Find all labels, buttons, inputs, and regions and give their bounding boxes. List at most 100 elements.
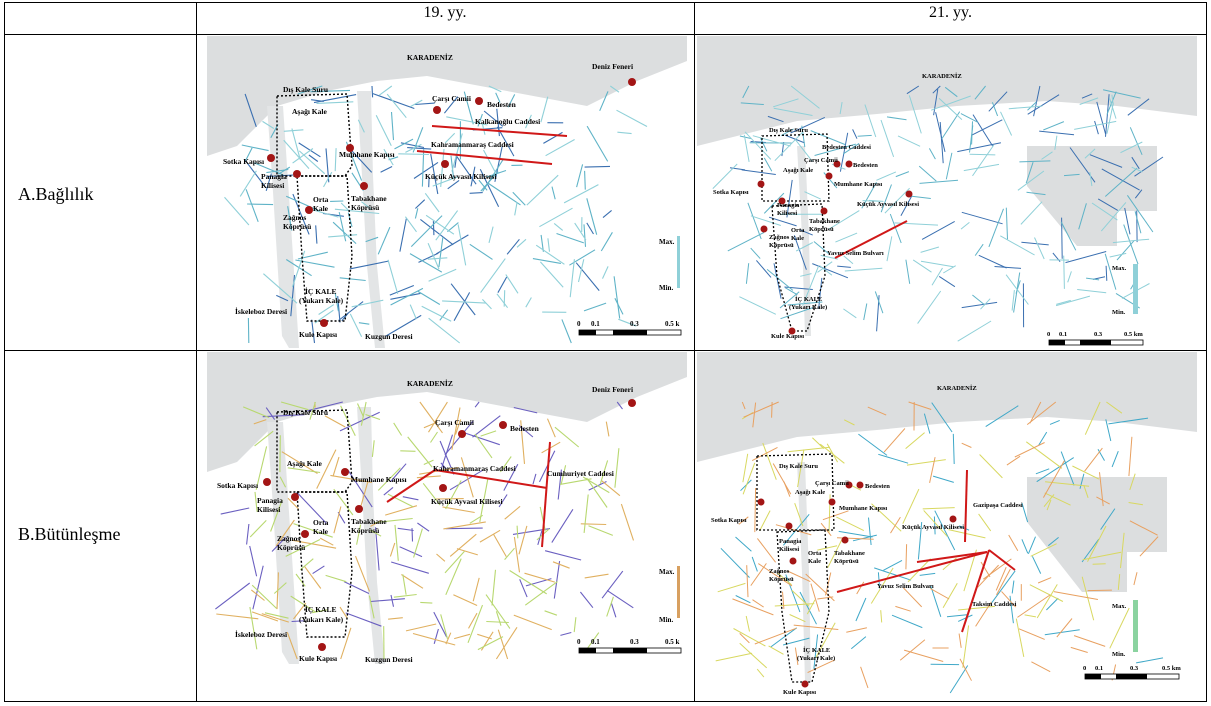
street-segment (620, 503, 635, 541)
outer-castle-wall (756, 453, 835, 531)
street-segment (715, 652, 753, 662)
street-segment (963, 163, 1000, 172)
street-segment (339, 606, 348, 619)
street-segment (789, 614, 806, 623)
street-segment (427, 257, 448, 260)
street-segment (897, 135, 921, 147)
street-segment (339, 277, 366, 282)
street-segment (247, 203, 274, 206)
street-segment (1101, 168, 1140, 191)
street-segment (543, 131, 563, 144)
street-segment (756, 260, 772, 278)
street-segment (390, 463, 407, 482)
street-segment (479, 478, 489, 523)
street-segment (1124, 207, 1131, 235)
street-segment (1120, 141, 1143, 154)
label-orta-kale-1: Orta (313, 195, 329, 204)
outer-castle-wall (761, 133, 830, 202)
street-segment (741, 169, 776, 175)
street-segment (1018, 628, 1045, 640)
street-segment (251, 584, 277, 609)
street-segment (524, 572, 556, 583)
street-segment (933, 516, 936, 535)
street-segment (293, 523, 333, 538)
street-segment (744, 131, 772, 160)
street-segment (1133, 572, 1138, 586)
street-segment (498, 494, 508, 508)
street-segment (474, 401, 480, 408)
street-segment (356, 524, 362, 545)
street-segment (979, 454, 1003, 479)
axis-yavuz-selim (836, 551, 988, 593)
street-segment (1096, 101, 1107, 135)
street-segment (389, 542, 396, 557)
street-segment (503, 464, 519, 491)
street-segment (560, 631, 572, 636)
street-segment (599, 460, 609, 485)
street-segment (801, 125, 806, 148)
street-segment (583, 302, 607, 312)
street-segment (333, 506, 342, 534)
street-segment (614, 448, 620, 488)
street-segment (963, 549, 977, 592)
svg-text:0.3: 0.3 (630, 320, 639, 328)
street-segment (1079, 473, 1085, 489)
street-segment (609, 85, 620, 93)
street-segment (717, 582, 746, 593)
street-segment (334, 208, 380, 215)
sea-area (207, 36, 687, 156)
period-column-divider (694, 2, 695, 702)
street-segment (583, 224, 587, 247)
street-segment (480, 258, 506, 293)
label-sotka: Sotka Kapısı (223, 157, 264, 166)
street-segment (880, 184, 892, 213)
street-segment (1070, 646, 1088, 653)
street-segment (813, 241, 829, 254)
poi-panagia (291, 493, 299, 501)
street-segment (617, 131, 632, 135)
street-segment (569, 249, 596, 266)
harbor (1027, 477, 1167, 592)
street-segment (777, 572, 792, 586)
street-segment (516, 238, 527, 248)
street-segment (1073, 635, 1106, 647)
street-segment (494, 146, 503, 182)
street-segment (535, 244, 565, 265)
street-segment (931, 267, 943, 286)
street-segment (308, 154, 319, 162)
street-segment (265, 407, 276, 420)
street-segment (361, 201, 372, 210)
street-segment (385, 505, 418, 516)
column-header-19th-century: 19. yy. (423, 4, 467, 21)
label-panagia-1: Panagia (257, 496, 283, 505)
svg-text:0.3: 0.3 (1130, 665, 1139, 672)
poi-sotka (267, 154, 275, 162)
street-segment (419, 401, 443, 434)
street-segment (445, 632, 452, 645)
street-segment (447, 222, 459, 233)
street-segment (356, 403, 364, 417)
street-segment (1020, 201, 1043, 225)
street-segment (1065, 251, 1107, 264)
street-segment (286, 632, 298, 660)
street-segment (602, 266, 609, 279)
street-segment (757, 538, 776, 563)
street-segment (541, 441, 561, 454)
label-asagi-kale: Aşağı Kale (292, 107, 327, 116)
poi-kucuk-ayvasil (439, 484, 447, 492)
street-segment (399, 546, 423, 558)
street-segment (972, 294, 986, 306)
street-segment (745, 263, 750, 284)
label-asagi-kale: Aşağı Kale (287, 459, 322, 468)
street-segment (766, 269, 794, 291)
street-segment (754, 487, 757, 533)
street-segment (371, 440, 375, 457)
street-segment (519, 579, 528, 598)
label-carsi-camii: Çarşı Camii (432, 94, 471, 103)
street-segment (1021, 503, 1029, 523)
row-label-integration: B.Bütünleşme (18, 524, 121, 544)
street-segment (1134, 189, 1143, 199)
street-segment (1042, 460, 1065, 498)
street-segment (310, 89, 351, 93)
poi-bedesten (475, 97, 483, 105)
